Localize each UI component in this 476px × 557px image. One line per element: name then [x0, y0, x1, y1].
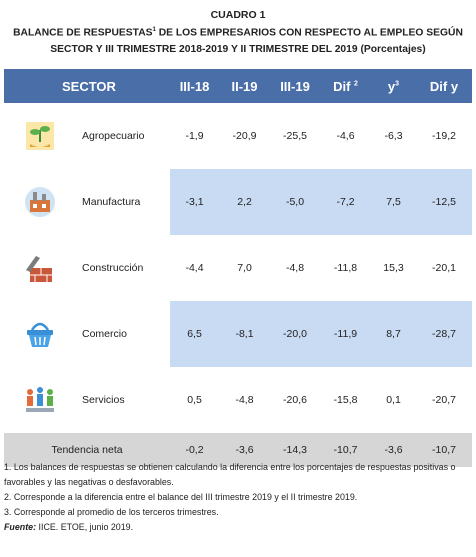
table-row: Construcción -4,4 7,0 -4,8 -11,8 15,3 -2…: [4, 235, 472, 301]
cell-iii-18: -3,1: [170, 169, 219, 235]
cell-iii-18: 0,5: [187, 394, 202, 406]
cell-y: 0,1: [386, 394, 401, 406]
header-y-footnote: 3: [395, 80, 400, 88]
cell-ii-19: 2,2: [219, 169, 270, 235]
cell-iii-19: -20,6: [283, 394, 307, 406]
footnote-2: 2. Corresponde a la diferencia entre el …: [4, 492, 358, 502]
services-people-icon: [4, 367, 76, 433]
total-dif: -10,7: [320, 433, 371, 467]
cell-y: 8,7: [371, 301, 416, 367]
sector-name: Agropecuario: [82, 130, 145, 142]
header-dif: Dif 2: [320, 69, 371, 103]
cell-ii-19: -4,8: [235, 394, 254, 406]
brick-wall-trowel-icon: [4, 235, 76, 301]
total-iii-19: -14,3: [270, 433, 320, 467]
cell-iii-19: -5,0: [270, 169, 320, 235]
table-row: Agropecuario -1,9 -20,9 -25,5 -4,6 -6,3 …: [4, 103, 472, 169]
header-ii-19: II-19: [219, 69, 270, 103]
cell-dif-y: -12,5: [416, 169, 472, 235]
cell-dif: -15,8: [333, 394, 358, 406]
cell-dif: -4,6: [336, 130, 355, 142]
header-y-label: y: [387, 78, 396, 94]
table-title: CUADRO 1: [210, 9, 266, 21]
header-iii-18: III-18: [170, 69, 219, 103]
cell-iii-18: 6,5: [170, 301, 219, 367]
table-subtitle: BALANCE DE RESPUESTAS1 DE LOS EMPRESARIO…: [0, 22, 476, 41]
cell-iii-19: -4,8: [285, 262, 305, 274]
cell-dif: -11,9: [320, 301, 371, 367]
table-row: Manufactura -3,1 2,2 -5,0 -7,2 7,5 -12,5: [4, 169, 472, 235]
total-ii-19: -3,6: [219, 433, 270, 467]
total-iii-18: -0,2: [170, 433, 219, 467]
cell-ii-19: 7,0: [237, 262, 252, 274]
cell-ii-19: -20,9: [232, 130, 257, 142]
header-row: SECTOR III-18 II-19 III-19 Dif 2 y3 Dif …: [4, 69, 472, 103]
cell-iii-18: -4,4: [185, 262, 204, 274]
cell-iii-19: -25,5: [283, 130, 307, 142]
header-iii-19: III-19: [270, 69, 320, 103]
sector-name: Comercio: [82, 328, 127, 340]
cell-y: -6,3: [384, 130, 403, 142]
cell-y: 7,5: [371, 169, 416, 235]
table-row: Servicios 0,5 -4,8 -20,6 -15,8 0,1 -20,7: [4, 367, 472, 433]
footnotes: 1. Los balances de respuestas se obtiene…: [4, 460, 472, 535]
header-y: y3: [371, 69, 416, 103]
factory-icon: [4, 169, 76, 235]
plant-hand-icon: [4, 103, 76, 169]
total-dif-y: -10,7: [416, 433, 472, 467]
footnote-1: 1. Los balances de respuestas se obtiene…: [4, 462, 456, 487]
footnote-3: 3. Corresponde al promedio de los tercer…: [4, 507, 219, 517]
source-text: IICE. ETOE, junio 2019.: [38, 522, 134, 532]
cell-dif: -11,8: [333, 262, 358, 274]
cell-iii-19: -20,0: [270, 301, 320, 367]
source-line: Fuente: IICE. ETOE, junio 2019.: [4, 520, 472, 535]
cell-dif-y: -28,7: [416, 301, 472, 367]
subtitle-part-b: DE LOS EMPRESARIOS CON RESPECTO AL EMPLE…: [155, 27, 463, 39]
cell-dif-y: -19,2: [432, 130, 456, 142]
cell-dif-y: -20,7: [432, 394, 456, 406]
sector-name: Construcción: [82, 262, 144, 274]
cell-dif-y: -20,1: [432, 262, 456, 274]
cell-dif: -7,2: [320, 169, 371, 235]
cell-iii-18: -1,9: [185, 130, 204, 142]
header-sector: SECTOR: [4, 69, 170, 103]
data-table: SECTOR III-18 II-19 III-19 Dif 2 y3 Dif …: [4, 69, 472, 467]
table-subtitle-line2: SECTOR Y III TRIMESTRE 2018-2019 Y II TR…: [50, 44, 426, 56]
sector-name: Servicios: [82, 394, 125, 406]
cell-ii-19: -8,1: [219, 301, 270, 367]
subtitle-part-a: BALANCE DE RESPUESTAS: [13, 27, 153, 39]
cell-y: 15,3: [383, 262, 404, 274]
shopping-basket-icon: [4, 301, 76, 367]
subtitle-footnote-mark: 1: [152, 27, 156, 33]
total-row: Tendencia neta -0,2 -3,6 -14,3 -10,7 -3,…: [4, 433, 472, 467]
header-dif-footnote: 2: [354, 80, 358, 88]
table-row: Comercio 6,5 -8,1 -20,0 -11,9 8,7 -28,7: [4, 301, 472, 367]
sector-name: Manufactura: [82, 196, 141, 208]
source-label: Fuente:: [4, 522, 37, 532]
header-dif-label: Dif: [333, 78, 351, 94]
total-y: -3,6: [371, 433, 416, 467]
title-block: CUADRO 1 BALANCE DE RESPUESTAS1 DE LOS E…: [0, 8, 476, 58]
header-dif-y: Dif y: [416, 69, 472, 103]
total-label: Tendencia neta: [4, 433, 170, 467]
